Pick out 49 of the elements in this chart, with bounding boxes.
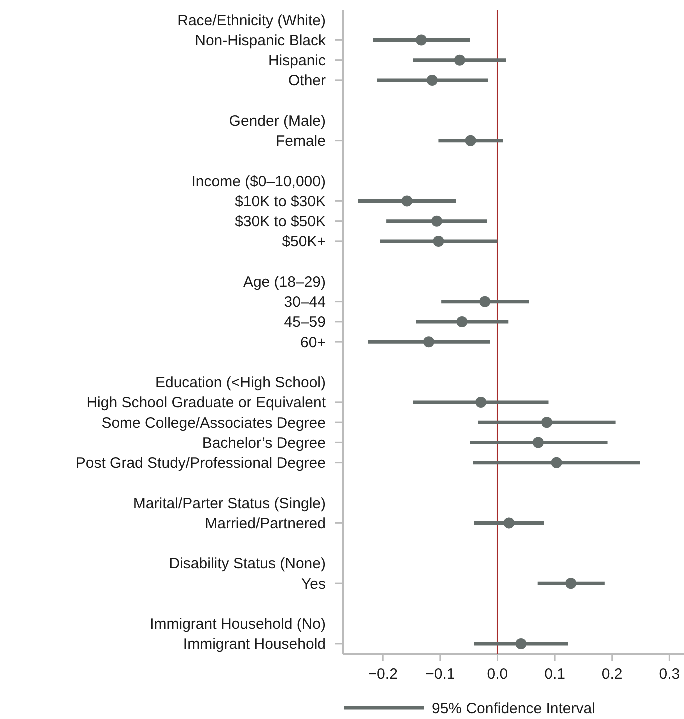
y-tick-label: Yes: [302, 576, 326, 593]
point: [402, 196, 413, 207]
point: [433, 236, 444, 247]
y-tick-label: 45–59: [284, 314, 326, 332]
point: [476, 396, 487, 408]
y-tick-label: Hispanic: [268, 52, 326, 70]
y-tick-label: $30K to $50K: [235, 214, 326, 231]
point: [516, 638, 527, 650]
y-tick-label: 30–44: [284, 294, 326, 312]
y-tick-label: Gender (Male): [229, 112, 326, 130]
x-tick-label: 0.3: [659, 666, 680, 683]
y-tick-label: Non-Hispanic Black: [195, 32, 326, 50]
y-tick-label: Education (<High School): [155, 374, 326, 392]
y-tick-label: 60+: [300, 334, 326, 352]
y-tick-label: Disability Status (None): [169, 556, 326, 573]
y-tick-label: Age (18–29): [243, 274, 326, 291]
point: [454, 54, 466, 66]
y-tick-label: Immigrant Household (No): [150, 616, 326, 634]
point: [416, 34, 428, 46]
y-tick-label: $50K+: [282, 234, 326, 251]
x-tick-label: 0.0: [487, 666, 508, 683]
x-tick-label: 0.1: [544, 666, 566, 683]
point: [551, 457, 562, 468]
y-tick-label: Female: [276, 133, 326, 150]
point: [480, 296, 491, 308]
y-tick-label: $10K to $30K: [235, 193, 326, 210]
y-tick-label: Race/Ethnicity (White): [178, 12, 326, 30]
text: 95% Confidence Interval: [432, 700, 596, 718]
y-tick-label: Married/Partnered: [205, 515, 326, 532]
point: [532, 437, 544, 448]
point: [566, 578, 577, 590]
point: [465, 135, 476, 146]
x-tick-label: −0.2: [368, 666, 398, 683]
x-tick-label: −0.1: [426, 666, 456, 683]
y-tick-label: Bachelor’s Degree: [202, 434, 326, 452]
y-tick-label: Income ($0–10,000): [192, 173, 326, 190]
y-tick-label: Some College/Associates Degree: [102, 414, 326, 432]
y-tick-label: High School Graduate or Equivalent: [86, 394, 327, 412]
y-tick-label: Marital/Parter Status (Single): [133, 495, 326, 512]
y-tick-label: Post Grad Study/Professional Degree: [76, 455, 326, 472]
point: [431, 216, 442, 227]
y-tick-label: Other: [288, 72, 326, 90]
x-tick-label: 0.2: [602, 666, 623, 683]
point: [456, 316, 468, 328]
point: [504, 518, 515, 529]
point: [423, 336, 434, 348]
point: [542, 417, 553, 428]
point: [426, 74, 438, 86]
y-tick-label: Immigrant Household: [183, 636, 326, 654]
